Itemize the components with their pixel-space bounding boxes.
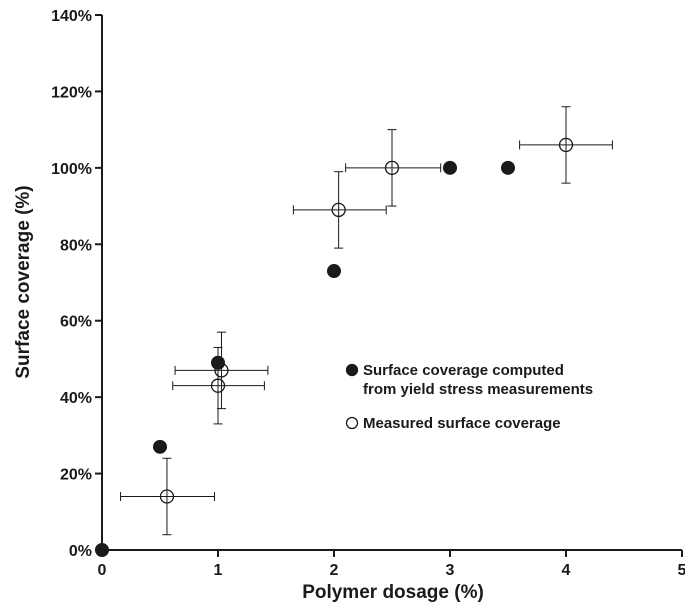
y-tick-label: 40%: [60, 390, 92, 407]
y-tick-label: 60%: [60, 314, 92, 331]
error-bar: [292, 171, 387, 249]
filled-data-point: [153, 439, 167, 454]
error-bar: [519, 106, 613, 184]
y-tick-label: 20%: [60, 467, 92, 484]
legend-open-circle-icon: [345, 416, 359, 430]
series-2: [120, 106, 613, 536]
legend-label: Measured surface coverage: [363, 415, 561, 432]
legend: Surface coverage computed from yield stre…: [345, 362, 593, 432]
x-tick-label: 5: [678, 562, 685, 579]
legend-label: Surface coverage computed: [363, 362, 564, 379]
y-tick-label: 140%: [51, 8, 92, 25]
data-marks: [95, 106, 613, 557]
y-tick-label: 80%: [60, 237, 92, 254]
x-tick-label: 0: [98, 562, 107, 579]
filled-data-point: [327, 264, 341, 279]
error-bar: [174, 331, 269, 410]
y-tick-label: 120%: [51, 84, 92, 101]
filled-data-point: [443, 160, 457, 175]
y-axis-title: Surface coverage (%): [13, 185, 34, 378]
open-data-point: [210, 378, 226, 393]
axes: [101, 15, 682, 551]
filled-data-point: [501, 160, 515, 175]
open-data-point: [159, 489, 175, 504]
x-tick-label: 2: [330, 562, 339, 579]
series-1: [95, 160, 515, 557]
error-bar: [120, 457, 216, 536]
open-data-point: [558, 137, 574, 153]
x-axis-title: Polymer dosage (%): [302, 582, 484, 603]
y-tick-label: 100%: [51, 161, 92, 178]
legend-label: from yield stress measurements: [363, 381, 593, 398]
x-tick-label: 4: [562, 562, 571, 579]
x-tick-label: 1: [214, 562, 223, 579]
open-data-point: [331, 202, 346, 218]
error-bar: [345, 129, 442, 207]
x-tick-label: 3: [446, 562, 455, 579]
filled-data-point: [95, 543, 109, 557]
ticks: 0 1 2 3 4 5 0% 20% 40% 60% 80% 100% 120% 140%: [51, 8, 685, 579]
open-data-point: [214, 363, 229, 378]
y-tick-label: 0%: [69, 543, 92, 560]
legend-filled-circle-icon: [345, 363, 359, 377]
open-data-point: [384, 160, 400, 176]
